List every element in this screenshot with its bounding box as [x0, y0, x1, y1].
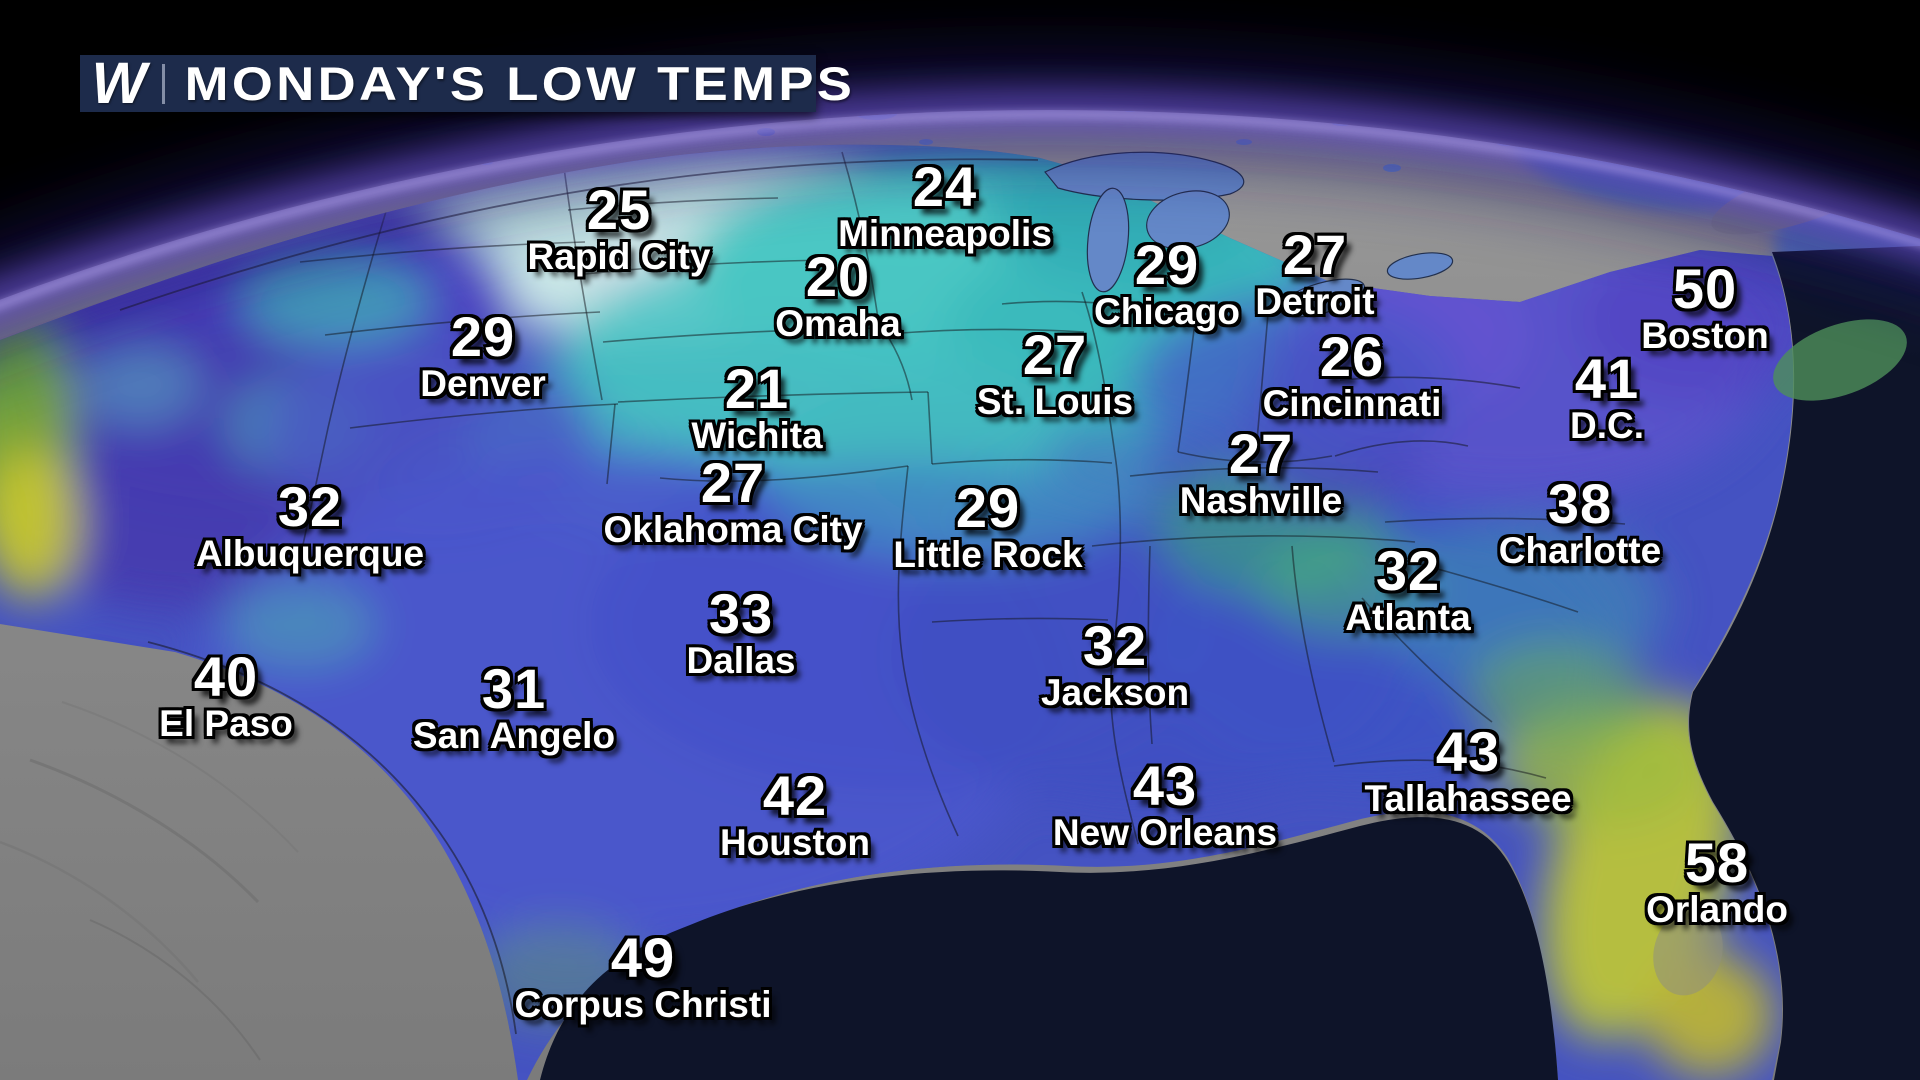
- city-name: Boston: [1641, 315, 1769, 357]
- city-name: Denver: [420, 363, 546, 405]
- city-label: 29 Little Rock: [893, 476, 1083, 576]
- city-label: 29 Chicago: [1094, 233, 1240, 333]
- city-label: 27 St. Louis: [976, 323, 1134, 423]
- city-temp: 41: [1574, 347, 1640, 410]
- city-name: Detroit: [1255, 281, 1375, 323]
- page-title: MONDAY'S LOW TEMPS: [184, 57, 856, 110]
- city-temp: 24: [912, 155, 978, 218]
- city-temp: 33: [708, 582, 774, 645]
- city-temp: 25: [586, 178, 652, 241]
- weathernation-logo: W: [80, 55, 158, 113]
- city-name: D.C.: [1570, 405, 1644, 447]
- city-temp: 40: [193, 645, 259, 708]
- city-temp: 29: [450, 305, 516, 368]
- city-label: 42 Houston: [719, 764, 871, 864]
- city-name: Omaha: [775, 303, 901, 345]
- city-name: New Orleans: [1052, 812, 1278, 854]
- city-name: Rapid City: [527, 236, 711, 278]
- city-label: 40 El Paso: [159, 645, 293, 745]
- city-temp: 32: [277, 475, 343, 538]
- city-temp: 43: [1132, 754, 1198, 817]
- city-label: 50 Boston: [1641, 257, 1769, 357]
- state-borders: [297, 151, 1626, 845]
- city-name: Albuquerque: [195, 533, 425, 575]
- city-temp: 49: [610, 926, 676, 989]
- city-name: Atlanta: [1345, 597, 1471, 639]
- city-label: 43 New Orleans: [1052, 754, 1278, 854]
- city-name: Oklahoma City: [603, 509, 863, 551]
- city-name: Chicago: [1094, 291, 1240, 333]
- atlantic-ocean: [1689, 246, 1920, 1080]
- city-label: 27 Detroit: [1255, 223, 1375, 323]
- city-temp: 32: [1375, 539, 1441, 602]
- city-label: 33 Dallas: [686, 582, 796, 682]
- city-name: Orlando: [1646, 889, 1788, 931]
- city-label: 27 Oklahoma City: [603, 451, 863, 551]
- city-label: 20 Omaha: [775, 245, 901, 345]
- city-temp: 29: [1134, 233, 1200, 296]
- city-name: Charlotte: [1498, 530, 1662, 572]
- florida-gray-patch: [1653, 908, 1723, 996]
- city-temp: 27: [1228, 422, 1294, 485]
- city-name: Tallahassee: [1364, 778, 1572, 820]
- city-name: El Paso: [159, 703, 293, 745]
- city-name: Jackson: [1040, 672, 1190, 714]
- city-temp: 43: [1435, 720, 1501, 783]
- city-label: 38 Charlotte: [1498, 472, 1662, 572]
- city-label: 24 Minneapolis: [838, 155, 1052, 255]
- city-temp: 27: [700, 451, 766, 514]
- logo-letter: W: [91, 51, 147, 116]
- header-divider: [162, 63, 165, 104]
- city-label: 27 Nashville: [1179, 422, 1343, 522]
- city-label: 32 Jackson: [1040, 614, 1190, 714]
- city-label: 32 Albuquerque: [195, 475, 425, 575]
- city-name: Minneapolis: [838, 213, 1052, 255]
- city-label: 26 Cincinnati: [1262, 325, 1442, 425]
- mexico-terrain: [0, 701, 299, 1061]
- city-name: Dallas: [686, 640, 796, 682]
- header-bar: W MONDAY'S LOW TEMPS: [80, 55, 852, 113]
- city-label: 43 Tallahassee: [1364, 720, 1572, 820]
- atmosphere-glow: [0, 45, 1920, 359]
- city-temp: 58: [1684, 831, 1750, 894]
- city-temp: 50: [1672, 257, 1738, 320]
- city-name: Nashville: [1179, 480, 1343, 522]
- city-temp: 21: [724, 357, 790, 420]
- city-name: Cincinnati: [1262, 383, 1442, 425]
- city-label: 31 San Angelo: [412, 657, 616, 757]
- nova-scotia-land: [1773, 319, 1907, 401]
- city-label: 21 Wichita: [691, 357, 823, 457]
- city-temp: 20: [805, 245, 871, 308]
- city-name: Wichita: [691, 415, 823, 457]
- city-temp: 29: [955, 476, 1021, 539]
- city-temp: 27: [1022, 323, 1088, 386]
- city-temp: 38: [1547, 472, 1613, 535]
- city-label: 32 Atlanta: [1345, 539, 1471, 639]
- city-temp: 32: [1082, 614, 1148, 677]
- gulf-of-mexico: [540, 817, 1558, 1080]
- city-label: 49 Corpus Christi: [514, 926, 772, 1026]
- city-temp: 26: [1319, 325, 1385, 388]
- city-name: St. Louis: [976, 381, 1134, 423]
- city-name: San Angelo: [412, 715, 616, 757]
- city-label: 58 Orlando: [1646, 831, 1788, 931]
- city-label: 25 Rapid City: [527, 178, 711, 278]
- city-label: 29 Denver: [420, 305, 546, 405]
- city-name: Houston: [719, 822, 871, 864]
- city-temp: 27: [1282, 223, 1348, 286]
- city-name: Little Rock: [893, 534, 1083, 576]
- city-temp: 42: [762, 764, 828, 827]
- city-label: 41 D.C.: [1570, 347, 1644, 447]
- city-temp: 31: [481, 657, 547, 720]
- city-name: Corpus Christi: [514, 984, 772, 1026]
